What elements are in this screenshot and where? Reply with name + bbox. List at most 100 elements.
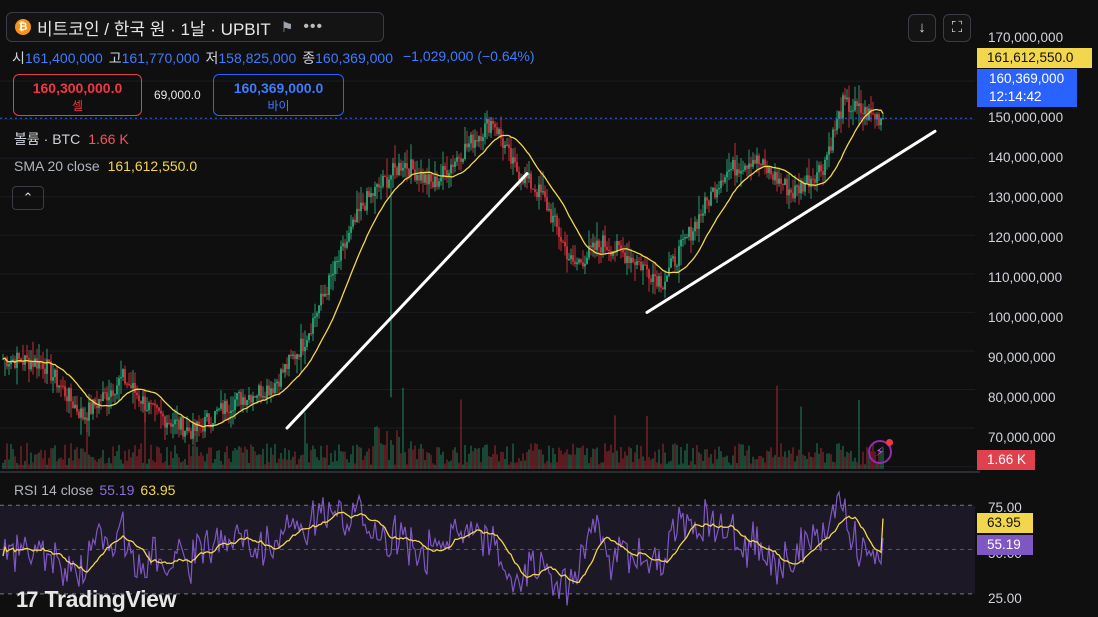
candle-body — [256, 395, 258, 398]
volume-bar — [634, 452, 636, 469]
candle-body — [816, 172, 818, 183]
candle-body — [538, 184, 540, 198]
more-dots-icon[interactable]: ••• — [303, 18, 324, 35]
volume-bar — [82, 448, 84, 469]
price-axis-tick: 170,000,000 — [988, 30, 1064, 45]
volume-bar — [240, 447, 242, 469]
candle-body — [780, 178, 782, 184]
candle-body — [10, 360, 12, 365]
volume-bar — [534, 443, 536, 469]
volume-bar — [272, 454, 274, 469]
rsi-legend[interactable]: RSI 14 close 55.19 63.95 — [14, 482, 175, 498]
candle-body — [62, 385, 64, 387]
volume-bar — [546, 460, 548, 469]
candle-body — [882, 118, 884, 120]
volume-legend[interactable]: 볼륨 · BTC 1.66 K — [14, 129, 129, 149]
candle-body — [486, 119, 488, 124]
rsi-ma-tag: 63.95 — [977, 513, 1033, 533]
volume-bar — [120, 459, 122, 469]
candle-body — [342, 243, 344, 247]
candle-body — [686, 237, 688, 239]
volume-bar — [336, 460, 338, 469]
trendline — [285, 172, 529, 430]
volume-bar — [780, 443, 782, 469]
sma-legend[interactable]: SMA 20 close 161,612,550.0 — [14, 158, 197, 174]
flag-icon[interactable]: ⚑ — [280, 18, 294, 35]
volume-bar — [602, 462, 604, 469]
candle-body — [522, 179, 524, 184]
candle-body — [658, 276, 660, 287]
rsi-ma-line — [2, 511, 884, 584]
candle-body — [862, 112, 864, 115]
volume-bar — [226, 446, 228, 469]
volume-bar — [252, 446, 254, 469]
candle-body — [642, 264, 644, 271]
candle-body — [332, 273, 334, 276]
candle-body — [268, 385, 270, 396]
trendlines[interactable] — [285, 129, 937, 430]
candle-body — [46, 359, 48, 374]
candle-body — [766, 165, 768, 174]
candle-body — [74, 404, 76, 409]
candle-body — [254, 396, 256, 398]
candle-body — [270, 388, 272, 396]
volume-bar — [654, 451, 656, 469]
volume-bar — [684, 450, 686, 469]
volume-bar — [286, 459, 288, 469]
symbol-header[interactable]: ₿ 비트코인 / 한국 원 · 1날 · UPBIT ⚑ ••• — [6, 12, 384, 42]
volume-bar — [362, 459, 364, 469]
volume-bar — [402, 387, 404, 469]
lightning-icon[interactable]: ⚡ — [868, 440, 892, 464]
volume-bar — [744, 455, 746, 469]
volume-bar — [324, 457, 326, 469]
candle-body — [110, 390, 112, 397]
candle-body — [828, 146, 830, 155]
candle-body — [732, 159, 734, 169]
volume-bar — [354, 463, 356, 469]
volume-bar — [4, 459, 6, 469]
candle-body — [632, 257, 634, 263]
candle-body — [14, 359, 16, 368]
volume-bar — [112, 446, 114, 469]
sell-button[interactable]: 160,300,000.0 셀 — [13, 74, 142, 116]
tradingview-wordmark: TradingView — [44, 586, 177, 612]
volume-bar — [174, 445, 176, 469]
rsi-ma-value: 63.95 — [140, 482, 176, 498]
candle-body — [808, 175, 810, 187]
volume-bar — [62, 459, 64, 469]
candle-body — [876, 114, 878, 120]
candle-body — [72, 401, 74, 409]
candle-body — [768, 167, 770, 174]
candle-body — [758, 155, 760, 165]
candle-body — [690, 226, 692, 241]
buy-button[interactable]: 160,369,000.0 바이 — [213, 74, 344, 116]
candle-body — [592, 242, 594, 248]
candle-body — [344, 243, 346, 248]
candle-body — [208, 413, 210, 425]
volume-bar — [290, 459, 292, 469]
candle-body — [274, 383, 276, 394]
candle-body — [778, 178, 780, 184]
volume-bar — [220, 460, 222, 469]
volume-bar — [724, 456, 726, 469]
candle-body — [60, 385, 62, 387]
volume-bar — [716, 459, 718, 469]
candle-body — [628, 256, 630, 263]
candle-body — [150, 402, 152, 404]
volume-bar — [38, 452, 40, 469]
candle-body — [652, 274, 654, 282]
candle-body — [606, 247, 608, 250]
candle-body — [838, 111, 840, 119]
bitcoin-icon: ₿ — [15, 19, 31, 35]
volume-bar — [460, 399, 462, 469]
volume-bar — [388, 459, 390, 469]
collapse-legend-button[interactable]: ⌃ — [12, 186, 44, 210]
fullscreen-button[interactable]: ⛶ — [943, 14, 971, 42]
volume-bar — [390, 440, 392, 469]
download-button[interactable]: ↓ — [908, 14, 936, 42]
volume-bar — [782, 456, 784, 469]
volume-bar — [246, 449, 248, 469]
candle-body — [138, 395, 140, 401]
tradingview-logo[interactable]: 17 TradingView — [16, 586, 177, 613]
